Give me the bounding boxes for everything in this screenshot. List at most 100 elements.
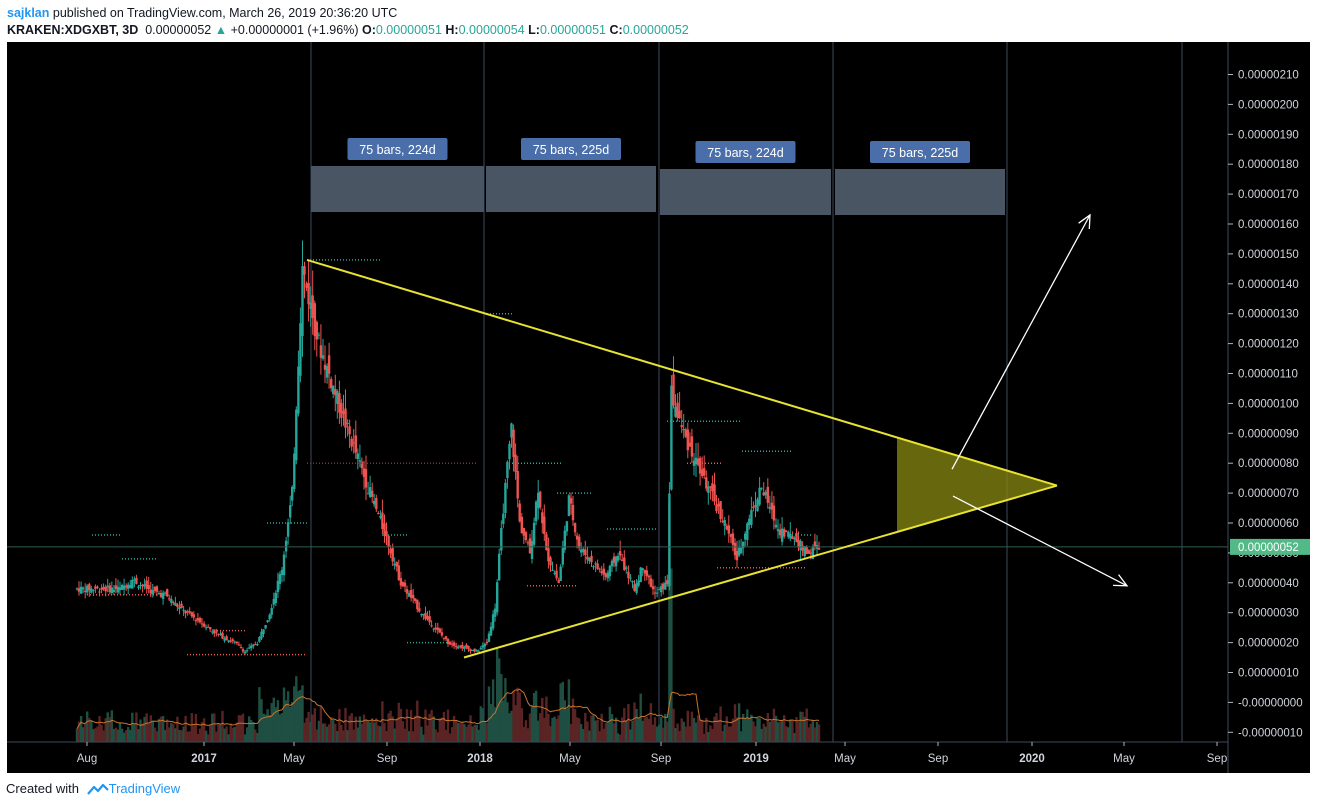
measure-boxes[interactable]: 75 bars, 224d 75 bars, 225d 75 bars, 224d 7… (311, 138, 1005, 215)
candle-body (414, 598, 417, 601)
candle-body (416, 599, 419, 610)
price-tick-label: 0.00000200 (1238, 99, 1299, 111)
candle-body (596, 563, 599, 569)
volume-bar (754, 726, 757, 742)
volume-ma-line (76, 688, 820, 729)
candle-body (764, 492, 767, 496)
volume-bar (399, 708, 403, 742)
candle-body (469, 649, 472, 652)
volume-bar (678, 731, 681, 742)
volume-bar (92, 729, 95, 742)
candle-body (668, 493, 671, 587)
volume-bar (346, 730, 349, 742)
candle-body (655, 592, 659, 594)
up-triangle-icon: ▲ (214, 23, 228, 37)
price-tick-label: 0.00000070 (1238, 488, 1299, 500)
volume-bar (631, 720, 634, 742)
candle-body (744, 533, 747, 540)
price-tick-label: 0.00000130 (1238, 309, 1299, 321)
candle-body (621, 559, 624, 561)
volume-bar (783, 715, 786, 742)
volume-bar (241, 713, 245, 742)
projection-arrows[interactable] (951, 213, 1129, 587)
volume-bar (666, 721, 669, 742)
volume-bar (168, 727, 171, 742)
candle-body (196, 618, 200, 621)
pivot-levels (7, 259, 1228, 656)
candle-body (444, 636, 448, 640)
arrow-shaft-up (951, 214, 1091, 470)
candle-body (498, 553, 501, 581)
candle-body (250, 645, 253, 649)
candle-body (270, 608, 273, 615)
volume-bar (163, 729, 167, 742)
volume-bar (541, 697, 544, 742)
volume-bar (514, 705, 517, 742)
candle-body (627, 571, 630, 579)
created-label: Created with (6, 781, 79, 796)
candle-body (317, 334, 321, 336)
price-axis[interactable]: 0.00000210 0.00000200 0.00000190 0.00000180… (1227, 42, 1310, 773)
candle-body (221, 632, 224, 639)
candle-body (520, 516, 523, 533)
candle-body (455, 646, 458, 648)
volume-bar (703, 733, 706, 742)
volume-bar (395, 718, 398, 742)
volume-bar (614, 717, 618, 742)
volume-bar (559, 683, 562, 742)
candle-body (137, 586, 140, 588)
candle-body (200, 623, 204, 625)
volume-bar (701, 719, 704, 742)
candle-body (209, 627, 212, 630)
candle-body (481, 645, 484, 648)
volume-bar (530, 705, 534, 742)
candle-body (783, 529, 786, 537)
volume-bar (590, 715, 593, 742)
volume-bar (159, 716, 163, 742)
brand-link[interactable]: TradingView (108, 781, 181, 796)
volume-bar (752, 721, 755, 742)
volume-bar (377, 725, 380, 742)
candle-body (204, 627, 208, 629)
candle-body (368, 487, 372, 497)
candle-body (147, 585, 150, 590)
volume-bar (473, 724, 476, 742)
volume-bar (420, 726, 423, 742)
time-tick-label: Sep (377, 753, 397, 765)
volume-bar (120, 728, 124, 742)
volume-bar (299, 689, 302, 742)
trendlines[interactable] (306, 258, 1058, 659)
candle-body (606, 572, 610, 579)
candle-body (623, 557, 626, 570)
measure-box-3 (835, 169, 1005, 215)
candle-body (272, 599, 275, 605)
volume-bar (368, 722, 372, 742)
volume-bar (340, 724, 343, 742)
volume-bar (438, 718, 441, 742)
volume-bar (446, 709, 450, 742)
volume-bar (477, 729, 480, 742)
price-chart[interactable]: 75 bars, 224d 75 bars, 225d 75 bars, 224d 7… (7, 42, 1310, 773)
candle-body (125, 585, 128, 588)
candle-body (746, 523, 749, 540)
candle-body (717, 503, 720, 507)
candle-body (350, 438, 353, 447)
candle-body (588, 557, 591, 561)
volume-bar (373, 722, 376, 742)
volume-bar (467, 724, 470, 742)
volume-bar (762, 723, 765, 742)
price-tick-label: 0.00000210 (1238, 70, 1299, 82)
candle-body (766, 486, 769, 503)
time-axis[interactable]: Aug 2017 May Sep 2018 May Sep 2019 May Sep 2020 May… (7, 741, 1228, 765)
candle-body (774, 524, 778, 528)
measure-box-0 (311, 166, 484, 212)
volume-bar (301, 685, 304, 742)
candle-body (166, 589, 169, 597)
author-link[interactable]: sajklan (7, 6, 50, 20)
volume-bar (692, 717, 696, 742)
candle-body (334, 389, 337, 396)
candle-body (817, 548, 821, 550)
candle-body (631, 580, 634, 583)
volume-bar (362, 714, 366, 742)
volume-bar (461, 721, 464, 742)
